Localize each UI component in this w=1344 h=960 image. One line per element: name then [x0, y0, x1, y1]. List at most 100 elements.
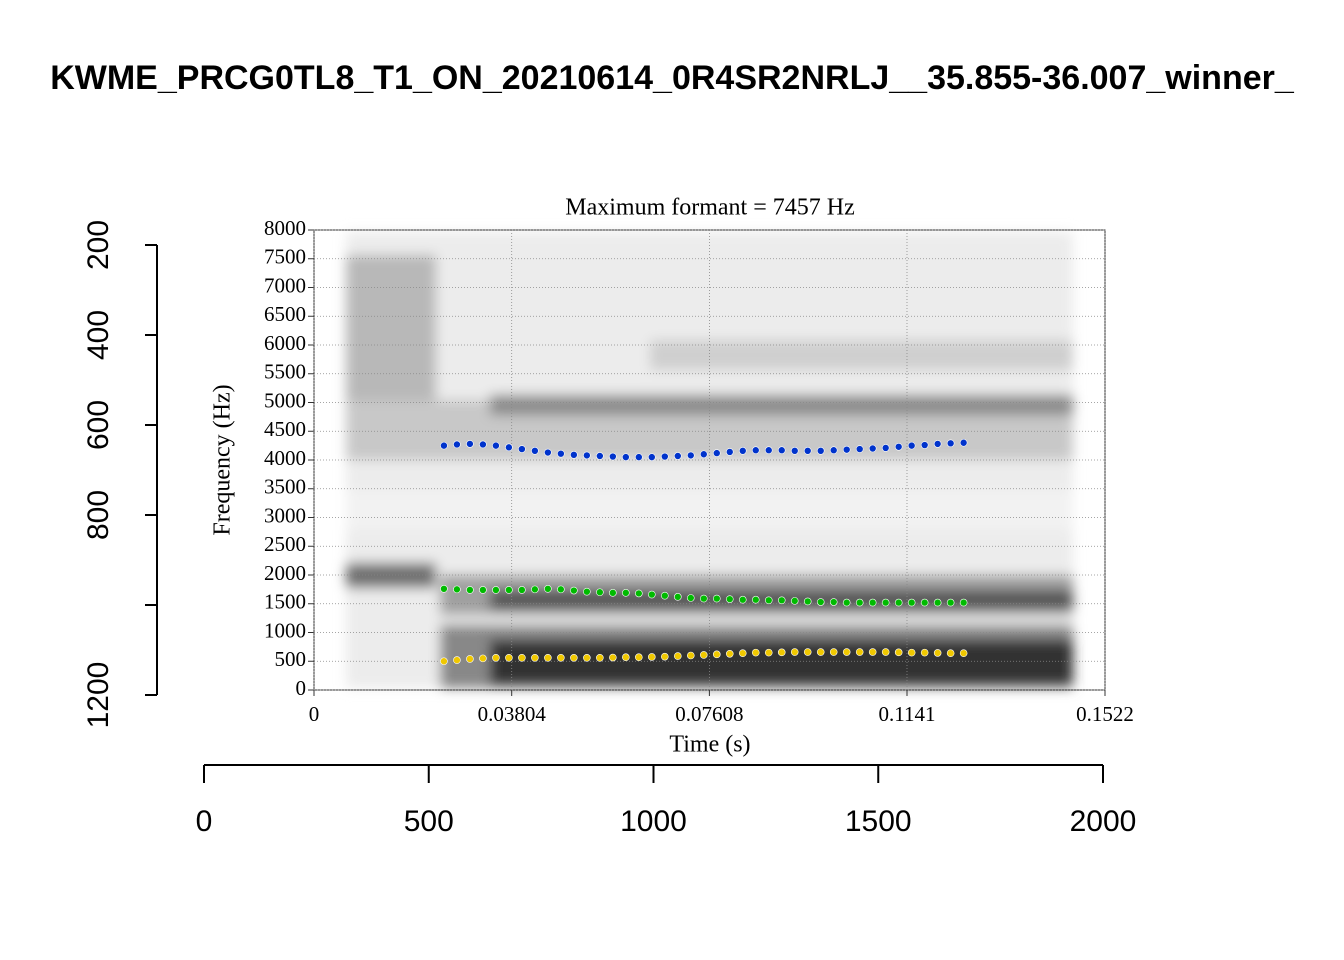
- formant-point: [868, 598, 877, 607]
- y-tick-label: 6500: [264, 302, 306, 326]
- formant-point: [596, 452, 604, 460]
- formant-point: [673, 652, 682, 660]
- formant-point: [933, 649, 942, 657]
- formant-point: [479, 440, 487, 449]
- formant-point: [699, 651, 708, 659]
- formant-point: [661, 452, 669, 461]
- x-tick-label: 0.07608: [675, 702, 743, 726]
- formant-point: [959, 598, 968, 607]
- formant-point: [764, 446, 773, 455]
- formant-point: [531, 585, 539, 594]
- formant-point: [907, 598, 916, 607]
- y-tick-label: 1200: [82, 662, 115, 729]
- formant-point: [920, 441, 929, 449]
- formant-point: [453, 656, 461, 664]
- formant-point: [946, 598, 955, 607]
- y-tick-label: 800: [82, 490, 115, 540]
- formant-point: [907, 648, 916, 657]
- formant-point: [868, 444, 877, 453]
- formant-point: [816, 446, 825, 455]
- formant-point: [699, 594, 708, 603]
- formant-point: [816, 648, 825, 656]
- x-tick-label: 0: [309, 702, 320, 726]
- formant-point: [635, 653, 643, 662]
- formant-point: [596, 653, 604, 662]
- formant-point: [842, 445, 851, 454]
- formant-point: [492, 441, 500, 450]
- formant-point: [673, 452, 682, 460]
- formant-point: [686, 451, 695, 460]
- y-tick-label: 3000: [264, 503, 306, 527]
- x-tick-label: 1000: [620, 805, 687, 838]
- formant-point: [440, 657, 448, 666]
- x-tick-label: 0: [196, 805, 213, 838]
- formant-point: [946, 649, 955, 658]
- formant-point: [738, 446, 747, 455]
- formant-point: [686, 651, 695, 660]
- formant-point: [829, 598, 838, 606]
- formant-point: [777, 446, 786, 455]
- y-tick-label: 600: [82, 400, 115, 450]
- formant-point: [505, 443, 513, 452]
- formant-point: [790, 597, 799, 605]
- formant-point: [777, 596, 786, 605]
- chart-title: KWME_PRCG0TL8_T1_ON_20210614_0R4SR2NRLJ_…: [50, 59, 1295, 97]
- formant-point: [790, 446, 799, 455]
- formant-point: [596, 588, 604, 597]
- formant-point: [453, 585, 461, 594]
- y-tick-label: 5000: [264, 388, 306, 412]
- formant-point: [518, 445, 526, 453]
- formant-point: [544, 448, 552, 457]
- formant-point: [544, 584, 552, 593]
- formant-point: [505, 653, 513, 662]
- formant-point: [570, 586, 578, 595]
- formant-point: [583, 587, 591, 596]
- formant-point: [764, 596, 773, 605]
- formant-point: [557, 449, 565, 458]
- formant-point: [557, 585, 565, 594]
- formant-point: [648, 653, 656, 661]
- formant-point: [751, 595, 760, 604]
- formant-point: [466, 655, 474, 663]
- formant-point: [790, 648, 799, 656]
- formant-point: [855, 598, 864, 607]
- y-tick-label: 4000: [264, 446, 306, 470]
- formant-point: [609, 653, 617, 662]
- formant-point: [803, 597, 812, 606]
- formant-point: [920, 648, 929, 657]
- formant-point: [479, 654, 487, 663]
- formant-point: [959, 438, 968, 447]
- y-tick-label: 200: [82, 220, 115, 270]
- formant-point: [531, 446, 539, 455]
- formant-point: [868, 648, 877, 656]
- formant-point: [829, 648, 838, 656]
- formant-point: [920, 598, 929, 607]
- formant-point: [751, 446, 760, 455]
- formant-point: [622, 453, 630, 461]
- formant-point: [466, 440, 474, 448]
- y-tick-label: 5500: [264, 360, 306, 384]
- formant-point: [881, 444, 890, 452]
- formant-point: [712, 449, 721, 457]
- x-tick-label: 0.1141: [878, 702, 935, 726]
- formant-point: [583, 653, 591, 662]
- formant-point: [648, 453, 656, 461]
- formant-point: [842, 598, 851, 607]
- formant-point: [492, 586, 500, 594]
- x-tick-label: 1500: [845, 805, 912, 838]
- y-tick-label: 1500: [264, 590, 306, 614]
- formant-point: [842, 648, 851, 656]
- y-tick-label: 7500: [264, 245, 306, 269]
- y-tick-label: 1000: [264, 618, 306, 642]
- y-tick-label: 7000: [264, 273, 306, 297]
- formant-point: [440, 441, 448, 450]
- formant-point: [894, 648, 903, 657]
- formant-point: [492, 653, 500, 662]
- formant-point: [570, 653, 578, 662]
- formant-point: [531, 653, 539, 662]
- formant-point: [881, 598, 890, 607]
- formant-point: [907, 441, 916, 450]
- formant-point: [453, 440, 461, 449]
- formant-point: [959, 649, 968, 658]
